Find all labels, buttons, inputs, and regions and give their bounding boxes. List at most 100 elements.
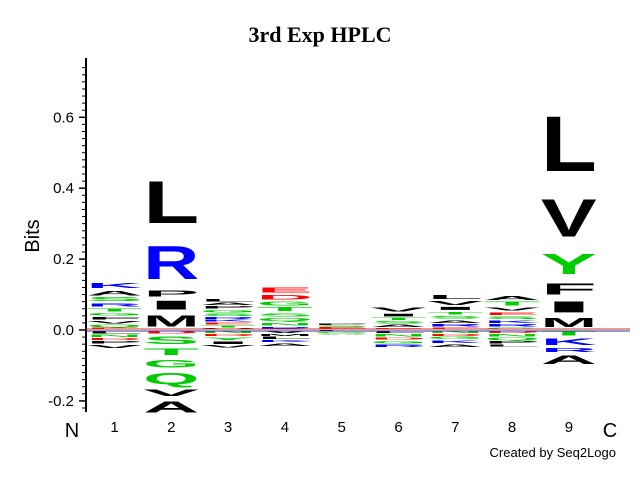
position-label: 7: [451, 419, 459, 436]
glyph-A: A: [371, 324, 427, 328]
glyph-T: T: [200, 325, 256, 328]
glyph-V: V: [371, 307, 427, 313]
glyph-R: R: [200, 317, 256, 320]
glyph-M: M: [541, 316, 597, 330]
y-axis-label: Bits: [22, 219, 44, 252]
glyph-A: A: [257, 343, 313, 347]
glyph-S: S: [87, 297, 143, 303]
glyph-I: I: [427, 306, 483, 311]
glyph-S: S: [371, 321, 427, 325]
glyph-K: K: [200, 319, 257, 322]
glyph-Y: Y: [200, 336, 256, 340]
glyph-P: P: [484, 341, 540, 345]
glyph-P: P: [143, 289, 199, 298]
position-label: 6: [394, 419, 402, 436]
glyph-V: V: [143, 387, 199, 398]
glyph-T: T: [484, 301, 540, 307]
glyph-Q: Q: [87, 324, 143, 328]
logo-glyphs: KASRTGFVQELNDPVLRPIMDSTGQVALAPGSRKETVNDY…: [87, 100, 598, 416]
glyph-P: P: [314, 323, 370, 325]
glyph-S: S: [143, 334, 199, 346]
glyph-E: E: [200, 322, 256, 325]
credit-text: Created by Seq2Logo: [490, 445, 616, 460]
glyph-I: I: [371, 313, 427, 317]
y-axis-ticks: -0.2 0.0 0.2 0.4 0.6: [48, 67, 86, 410]
glyph-L: L: [200, 298, 256, 302]
glyph-A: A: [541, 353, 597, 366]
glyph-I: I: [200, 341, 256, 345]
glyph-D: D: [87, 338, 143, 341]
glyph-K: K: [484, 320, 541, 324]
glyph-G: G: [427, 336, 483, 340]
glyph-L: L: [371, 330, 427, 334]
glyph-T: T: [87, 308, 143, 313]
glyph-V: V: [87, 320, 144, 324]
glyph-N: N: [200, 330, 256, 334]
glyph-T: T: [427, 311, 483, 315]
glyph-A: A: [87, 290, 143, 297]
glyph-R: R: [427, 324, 483, 328]
glyph-D: D: [200, 334, 256, 337]
glyph-T: T: [143, 347, 199, 358]
glyph-I: I: [541, 298, 597, 316]
glyph-V: V: [200, 345, 257, 349]
glyph-A: A: [427, 319, 483, 323]
position-label: 8: [508, 419, 516, 436]
glyph-K: K: [541, 337, 597, 347]
glyph-L: L: [143, 169, 199, 236]
glyph-K: K: [427, 340, 484, 344]
glyph-F: F: [87, 316, 143, 320]
glyph-G: G: [143, 357, 199, 369]
glyph-A: A: [200, 302, 256, 306]
glyph-T: T: [371, 317, 427, 321]
glyph-E: E: [314, 327, 370, 328]
glyph-L: L: [257, 336, 313, 340]
glyph-D: D: [257, 294, 313, 301]
position-label: 2: [167, 419, 175, 436]
x-axis-positions: 1 2 3 4 5 6 7 8 9: [110, 419, 573, 436]
position-label: 5: [338, 419, 346, 436]
glyph-Q: Q: [143, 370, 199, 388]
glyph-E: E: [257, 286, 313, 294]
y-tick-label: 0.6: [53, 109, 74, 126]
y-tick-label: 0.0: [53, 322, 74, 339]
glyph-N: N: [427, 330, 483, 334]
glyph-S: S: [257, 312, 313, 317]
glyph-D: D: [427, 334, 483, 337]
zero-baseline: [86, 328, 630, 332]
glyph-L: L: [541, 100, 597, 189]
c-terminus-label: C: [603, 420, 617, 442]
glyph-G: G: [314, 332, 370, 334]
glyph-L: L: [87, 330, 143, 334]
glyph-S: S: [314, 325, 370, 327]
glyph-L: L: [427, 294, 483, 300]
glyph-N: N: [257, 322, 313, 326]
glyph-Q: Q: [257, 317, 313, 322]
glyph-A: A: [484, 295, 540, 301]
glyph-R: R: [371, 344, 427, 348]
glyph-I: I: [143, 298, 199, 312]
glyph-K: K: [257, 340, 314, 343]
glyph-T: T: [257, 307, 313, 313]
position-label: 1: [110, 419, 118, 436]
y-tick-label: 0.2: [53, 251, 74, 268]
glyph-S: S: [427, 315, 483, 319]
position-label: 4: [281, 419, 289, 436]
glyph-D: D: [143, 330, 199, 334]
glyph-G: G: [200, 309, 256, 313]
glyph-E: E: [484, 312, 540, 316]
glyph-V: V: [427, 300, 483, 306]
glyph-R: R: [257, 326, 313, 330]
glyph-Y: Y: [541, 249, 597, 281]
y-tick-label: 0.4: [53, 180, 74, 197]
glyph-D: D: [484, 330, 540, 334]
glyph-V: V: [87, 344, 144, 349]
glyph-G: G: [257, 301, 313, 307]
glyph-N: N: [484, 334, 540, 338]
glyph-V: V: [541, 188, 597, 248]
glyph-N: N: [87, 334, 143, 338]
glyph-M: M: [257, 334, 313, 337]
glyph-M: M: [143, 313, 199, 331]
chart-title: 3rd Exp HPLC: [248, 22, 391, 47]
